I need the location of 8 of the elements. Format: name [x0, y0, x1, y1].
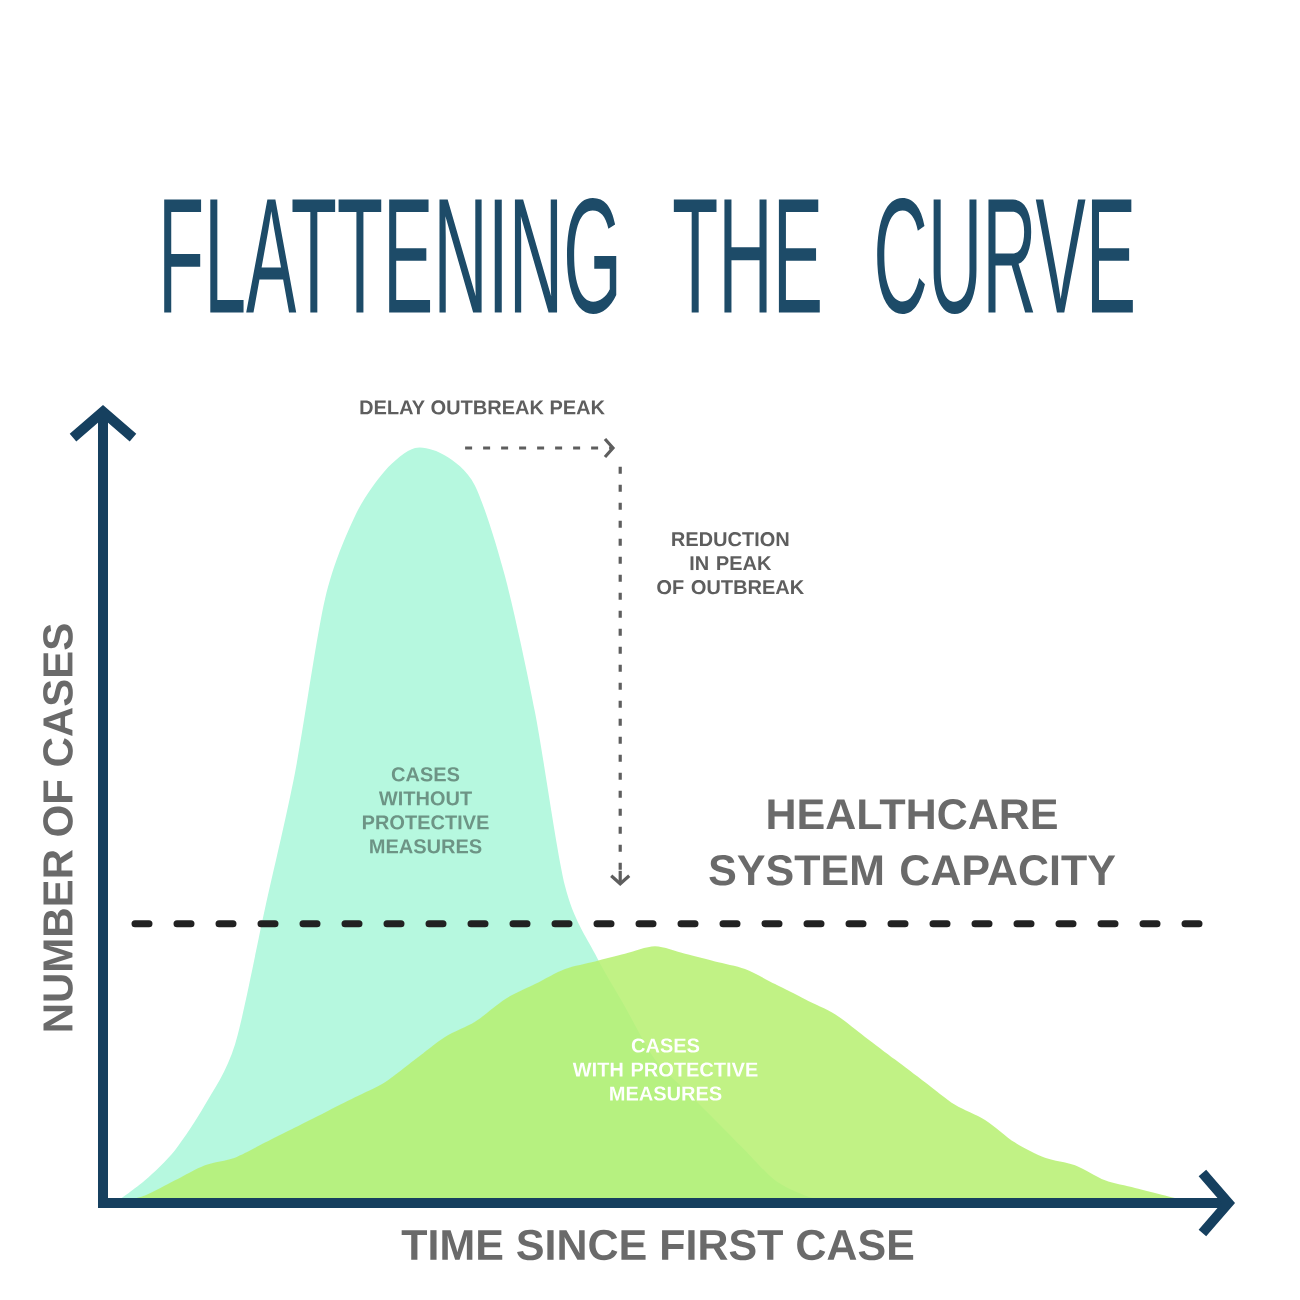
series-label: CASES WITH PROTECTIVE MEASURES	[572, 1038, 758, 1101]
annotation: REDUCTION IN PEAK OF OUTBREAK	[657, 532, 804, 595]
chart-title: FLATTENING THE CURVE	[164, 197, 1133, 315]
text: DELAY OUTBREAK PEAK	[360, 400, 605, 415]
series-label: CASES WITHOUT PROTECTIVE MEASURES	[362, 767, 489, 854]
y-axis-title: NUMBER OF CASES	[43, 624, 73, 1031]
x-axis-title: TIME SINCE FIRST CASE	[401, 1229, 914, 1261]
ref-line-label: HEALTHCARE SYSTEM CAPACITY	[709, 799, 1116, 886]
